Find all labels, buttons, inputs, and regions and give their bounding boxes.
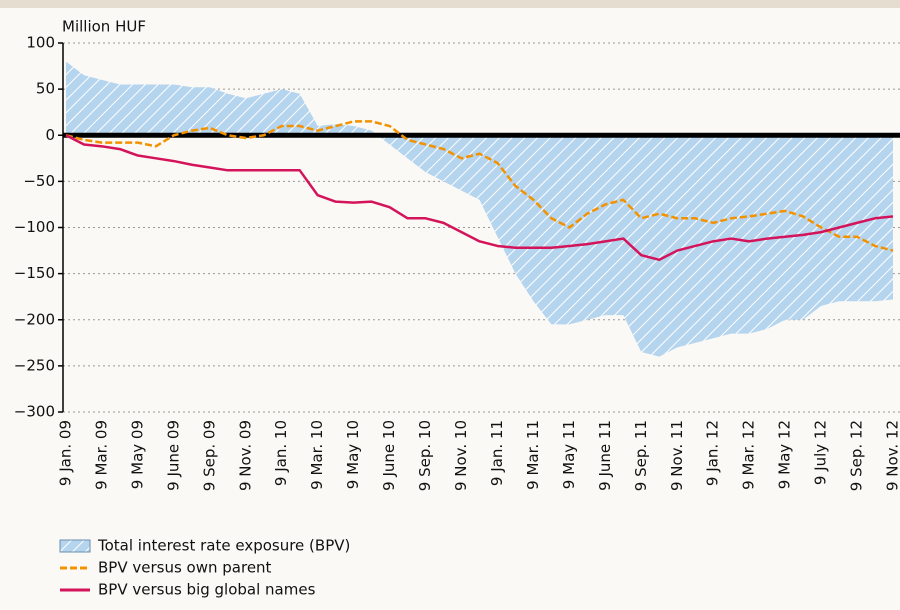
legend-label: BPV versus big global names bbox=[98, 581, 316, 599]
x-tick-label: 9 May 10 bbox=[344, 420, 362, 489]
y-tick-label: −200 bbox=[14, 310, 55, 328]
x-tick-label: 9 July 12 bbox=[812, 420, 830, 485]
y-tick-label: 100 bbox=[26, 34, 55, 52]
y-tick-label: −100 bbox=[14, 218, 55, 236]
x-tick-label: 9 Nov. 12 bbox=[884, 420, 900, 491]
y-tick-label: −150 bbox=[14, 264, 55, 282]
x-tick-label: 9 June 10 bbox=[380, 420, 398, 491]
x-tick-label: 9 Jan. 11 bbox=[488, 420, 506, 486]
exposure-area bbox=[66, 61, 893, 357]
legend-swatch bbox=[59, 539, 91, 553]
x-tick-label: 9 Mar. 10 bbox=[308, 420, 326, 490]
x-tick-label: 9 Jan. 09 bbox=[57, 420, 75, 486]
y-tick-label: 50 bbox=[36, 80, 55, 98]
legend-label: Total interest rate exposure (BPV) bbox=[97, 537, 350, 555]
x-tick-label: 9 Nov. 09 bbox=[236, 420, 254, 491]
x-tick-label: 9 Mar. 12 bbox=[740, 420, 758, 490]
legend-label: BPV versus own parent bbox=[98, 559, 272, 577]
top-band bbox=[0, 0, 900, 8]
y-tick-label: −300 bbox=[14, 403, 55, 421]
x-tick-label: 9 Sep. 10 bbox=[416, 420, 434, 491]
x-tick-label: 9 Mar. 09 bbox=[92, 420, 110, 490]
x-tick-label: 9 June 11 bbox=[596, 420, 614, 491]
y-tick-label: 0 bbox=[45, 126, 55, 144]
x-tick-label: 9 May 09 bbox=[128, 420, 146, 489]
x-tick-label: 9 Nov. 10 bbox=[452, 420, 470, 491]
y-tick-label: −250 bbox=[14, 356, 55, 374]
series-line bbox=[65, 120, 894, 252]
x-tick-label: 9 Mar. 11 bbox=[524, 420, 542, 490]
y-tick-label: −50 bbox=[23, 172, 55, 190]
x-tick-label: 9 Sep. 11 bbox=[632, 420, 650, 491]
x-tick-label: 9 Sep. 12 bbox=[848, 420, 866, 491]
x-tick-label: 9 Nov. 11 bbox=[668, 420, 686, 491]
y-axis-label: Million HUF bbox=[62, 18, 146, 36]
x-tick-label: 9 May 12 bbox=[776, 420, 794, 489]
x-tick-label: 9 Jan. 10 bbox=[272, 420, 290, 486]
series-line bbox=[65, 134, 894, 262]
x-tick-label: 9 May 11 bbox=[560, 420, 578, 489]
x-tick-label: 9 Jan. 12 bbox=[704, 420, 722, 486]
x-tick-label: 9 Sep. 09 bbox=[200, 420, 218, 491]
x-tick-label: 9 June 09 bbox=[164, 420, 182, 491]
